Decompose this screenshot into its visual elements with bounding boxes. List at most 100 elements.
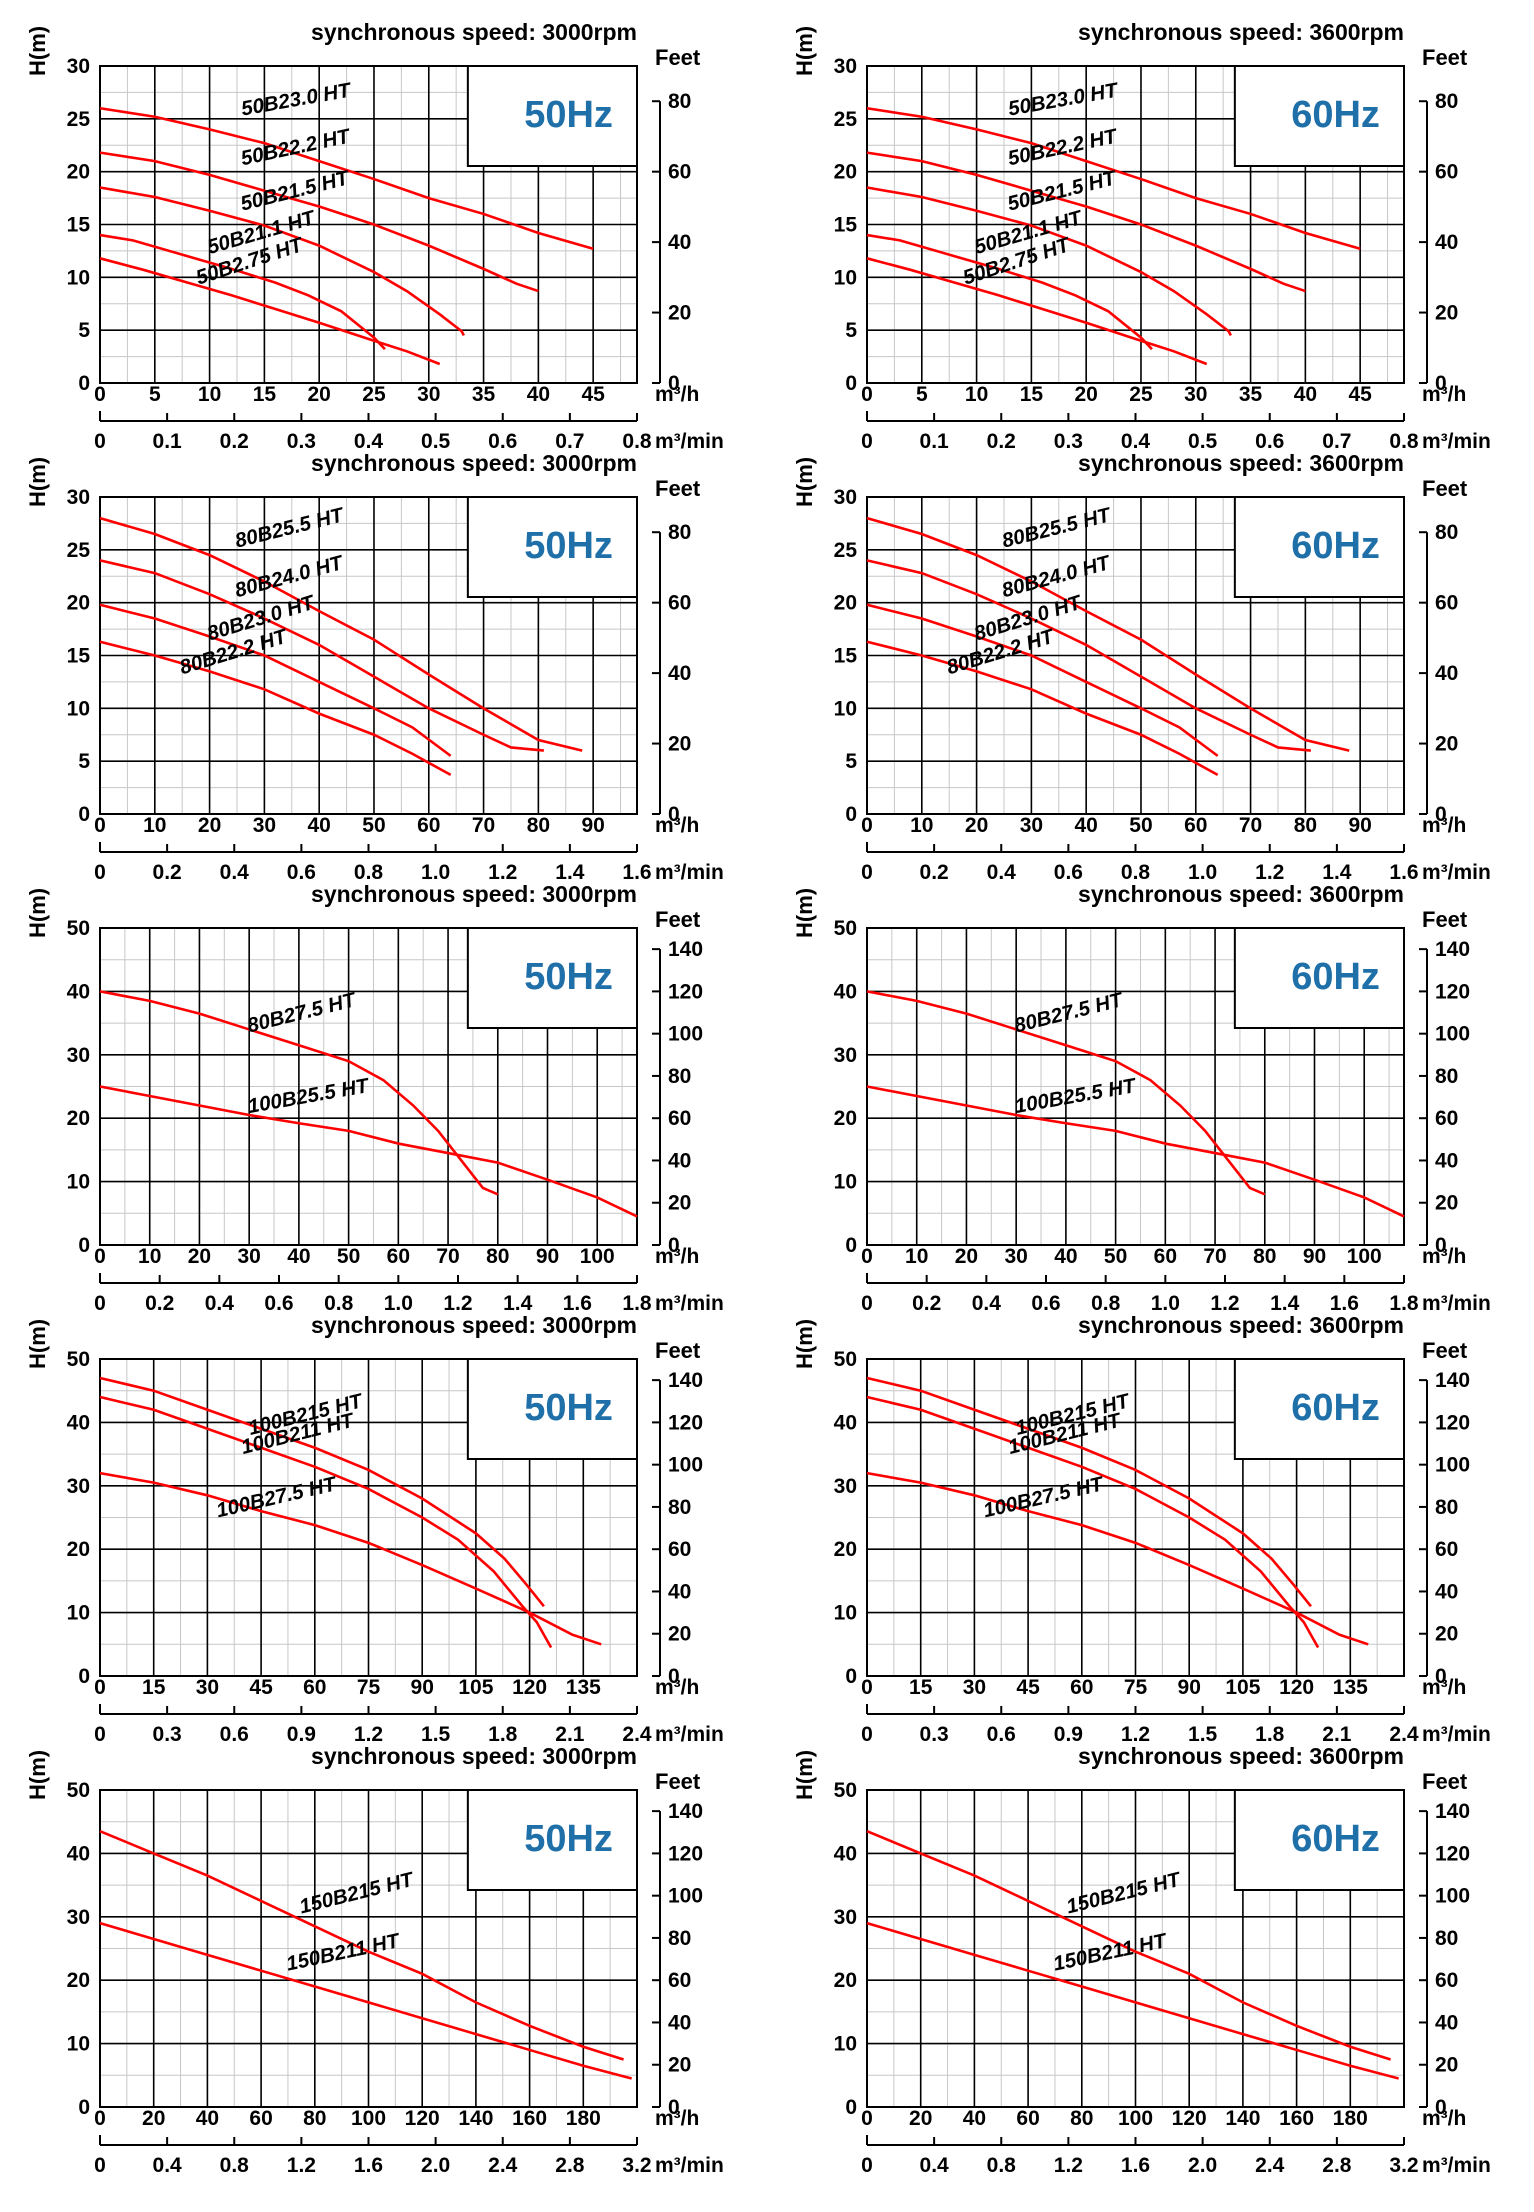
svg-text:100: 100: [1435, 1023, 1470, 1046]
svg-text:m³/h: m³/h: [1422, 814, 1466, 837]
svg-text:80B25.5 HT: 80B25.5 HT: [1000, 503, 1114, 552]
svg-text:20: 20: [834, 161, 857, 184]
svg-text:0: 0: [861, 1245, 873, 1268]
svg-text:synchronous speed: 3000rpm: synchronous speed: 3000rpm: [311, 19, 637, 45]
svg-text:15: 15: [253, 383, 277, 406]
svg-text:30: 30: [237, 1245, 260, 1268]
svg-text:0: 0: [94, 814, 106, 837]
svg-text:120: 120: [1435, 1411, 1470, 1434]
svg-text:25: 25: [67, 539, 91, 562]
svg-text:15: 15: [67, 214, 91, 237]
svg-text:25: 25: [834, 539, 858, 562]
svg-text:60Hz: 60Hz: [1291, 956, 1380, 998]
svg-text:160: 160: [1279, 2107, 1314, 2130]
svg-text:m³/h: m³/h: [655, 383, 699, 406]
svg-text:10: 10: [67, 1602, 90, 1625]
svg-text:5: 5: [78, 750, 90, 773]
svg-text:50B21.5 HT: 50B21.5 HT: [238, 166, 352, 215]
svg-text:50B23.0 HT: 50B23.0 HT: [239, 78, 353, 120]
svg-text:30: 30: [417, 383, 440, 406]
svg-text:50: 50: [362, 814, 385, 837]
svg-text:50Hz: 50Hz: [524, 94, 613, 136]
svg-text:50: 50: [834, 1348, 857, 1371]
svg-text:50Hz: 50Hz: [524, 1387, 613, 1429]
svg-text:60: 60: [668, 1969, 691, 1992]
svg-text:20: 20: [67, 1538, 90, 1561]
svg-text:140: 140: [1225, 2107, 1260, 2130]
svg-text:80: 80: [1294, 814, 1317, 837]
svg-text:40: 40: [834, 1411, 857, 1434]
svg-text:150B211 HT: 150B211 HT: [1051, 1929, 1169, 1976]
svg-text:m³/h: m³/h: [655, 814, 699, 837]
svg-text:0: 0: [845, 2096, 857, 2119]
svg-text:2.0: 2.0: [1188, 2154, 1217, 2177]
svg-text:0.8: 0.8: [220, 2154, 250, 2177]
svg-text:60: 60: [1070, 1676, 1093, 1699]
svg-text:80B25.5 HT: 80B25.5 HT: [233, 503, 347, 552]
svg-text:60Hz: 60Hz: [1291, 525, 1380, 567]
svg-text:0: 0: [94, 2107, 106, 2130]
svg-text:60: 60: [1435, 1969, 1458, 1992]
svg-text:20: 20: [834, 592, 857, 615]
svg-text:45: 45: [1348, 383, 1372, 406]
svg-text:120: 120: [1435, 980, 1470, 1003]
svg-text:30: 30: [67, 55, 90, 78]
svg-text:Feet: Feet: [1422, 1769, 1468, 1794]
svg-text:30: 30: [1020, 814, 1043, 837]
svg-text:Feet: Feet: [655, 1769, 701, 1794]
svg-text:H(m): H(m): [792, 457, 817, 507]
svg-text:60: 60: [387, 1245, 410, 1268]
svg-text:50B23.0 HT: 50B23.0 HT: [1006, 78, 1120, 120]
svg-text:30: 30: [963, 1676, 986, 1699]
svg-text:140: 140: [1435, 1800, 1470, 1823]
svg-text:H(m): H(m): [25, 26, 50, 76]
svg-text:180: 180: [566, 2107, 601, 2130]
svg-text:60Hz: 60Hz: [1291, 94, 1380, 136]
svg-text:2.8: 2.8: [1322, 2154, 1352, 2177]
svg-text:80: 80: [668, 1927, 691, 1950]
svg-text:0: 0: [94, 2154, 106, 2177]
svg-text:synchronous speed: 3000rpm: synchronous speed: 3000rpm: [311, 1743, 637, 1769]
svg-text:15: 15: [142, 1676, 166, 1699]
svg-text:30: 30: [1004, 1245, 1027, 1268]
svg-text:80: 80: [486, 1245, 509, 1268]
svg-text:20: 20: [1435, 2054, 1458, 2077]
svg-text:Feet: Feet: [655, 45, 701, 70]
svg-text:60: 60: [1154, 1245, 1177, 1268]
svg-text:160: 160: [512, 2107, 547, 2130]
svg-text:5: 5: [78, 319, 90, 342]
svg-text:120: 120: [1279, 1676, 1314, 1699]
svg-text:25: 25: [1129, 383, 1153, 406]
svg-text:10: 10: [834, 697, 857, 720]
svg-text:1.2: 1.2: [287, 2154, 316, 2177]
svg-text:H(m): H(m): [792, 888, 817, 938]
svg-text:5: 5: [149, 383, 161, 406]
svg-text:80: 80: [668, 1065, 691, 1088]
svg-text:10: 10: [67, 697, 90, 720]
svg-text:40: 40: [1435, 1149, 1458, 1172]
svg-text:40: 40: [67, 1842, 90, 1865]
svg-text:45: 45: [1016, 1676, 1040, 1699]
svg-text:105: 105: [1225, 1676, 1260, 1699]
svg-text:30: 30: [834, 55, 857, 78]
svg-text:Feet: Feet: [1422, 476, 1468, 501]
svg-text:20: 20: [668, 733, 691, 756]
svg-text:100: 100: [668, 1454, 703, 1477]
svg-text:synchronous speed: 3600rpm: synchronous speed: 3600rpm: [1078, 19, 1404, 45]
svg-text:35: 35: [472, 383, 496, 406]
svg-text:80: 80: [1435, 90, 1458, 113]
svg-text:20: 20: [67, 161, 90, 184]
svg-text:1.6: 1.6: [354, 2154, 383, 2177]
svg-text:20: 20: [1435, 1192, 1458, 1215]
svg-text:5: 5: [916, 383, 928, 406]
svg-text:40: 40: [1294, 383, 1317, 406]
svg-text:45: 45: [249, 1676, 273, 1699]
svg-text:Feet: Feet: [655, 907, 701, 932]
svg-text:synchronous speed: 3600rpm: synchronous speed: 3600rpm: [1078, 1743, 1404, 1769]
svg-text:5: 5: [845, 319, 857, 342]
svg-text:0: 0: [94, 1245, 106, 1268]
svg-text:m³/h: m³/h: [655, 1245, 699, 1268]
svg-text:H(m): H(m): [25, 888, 50, 938]
svg-text:40: 40: [196, 2107, 219, 2130]
svg-text:50: 50: [834, 917, 857, 940]
